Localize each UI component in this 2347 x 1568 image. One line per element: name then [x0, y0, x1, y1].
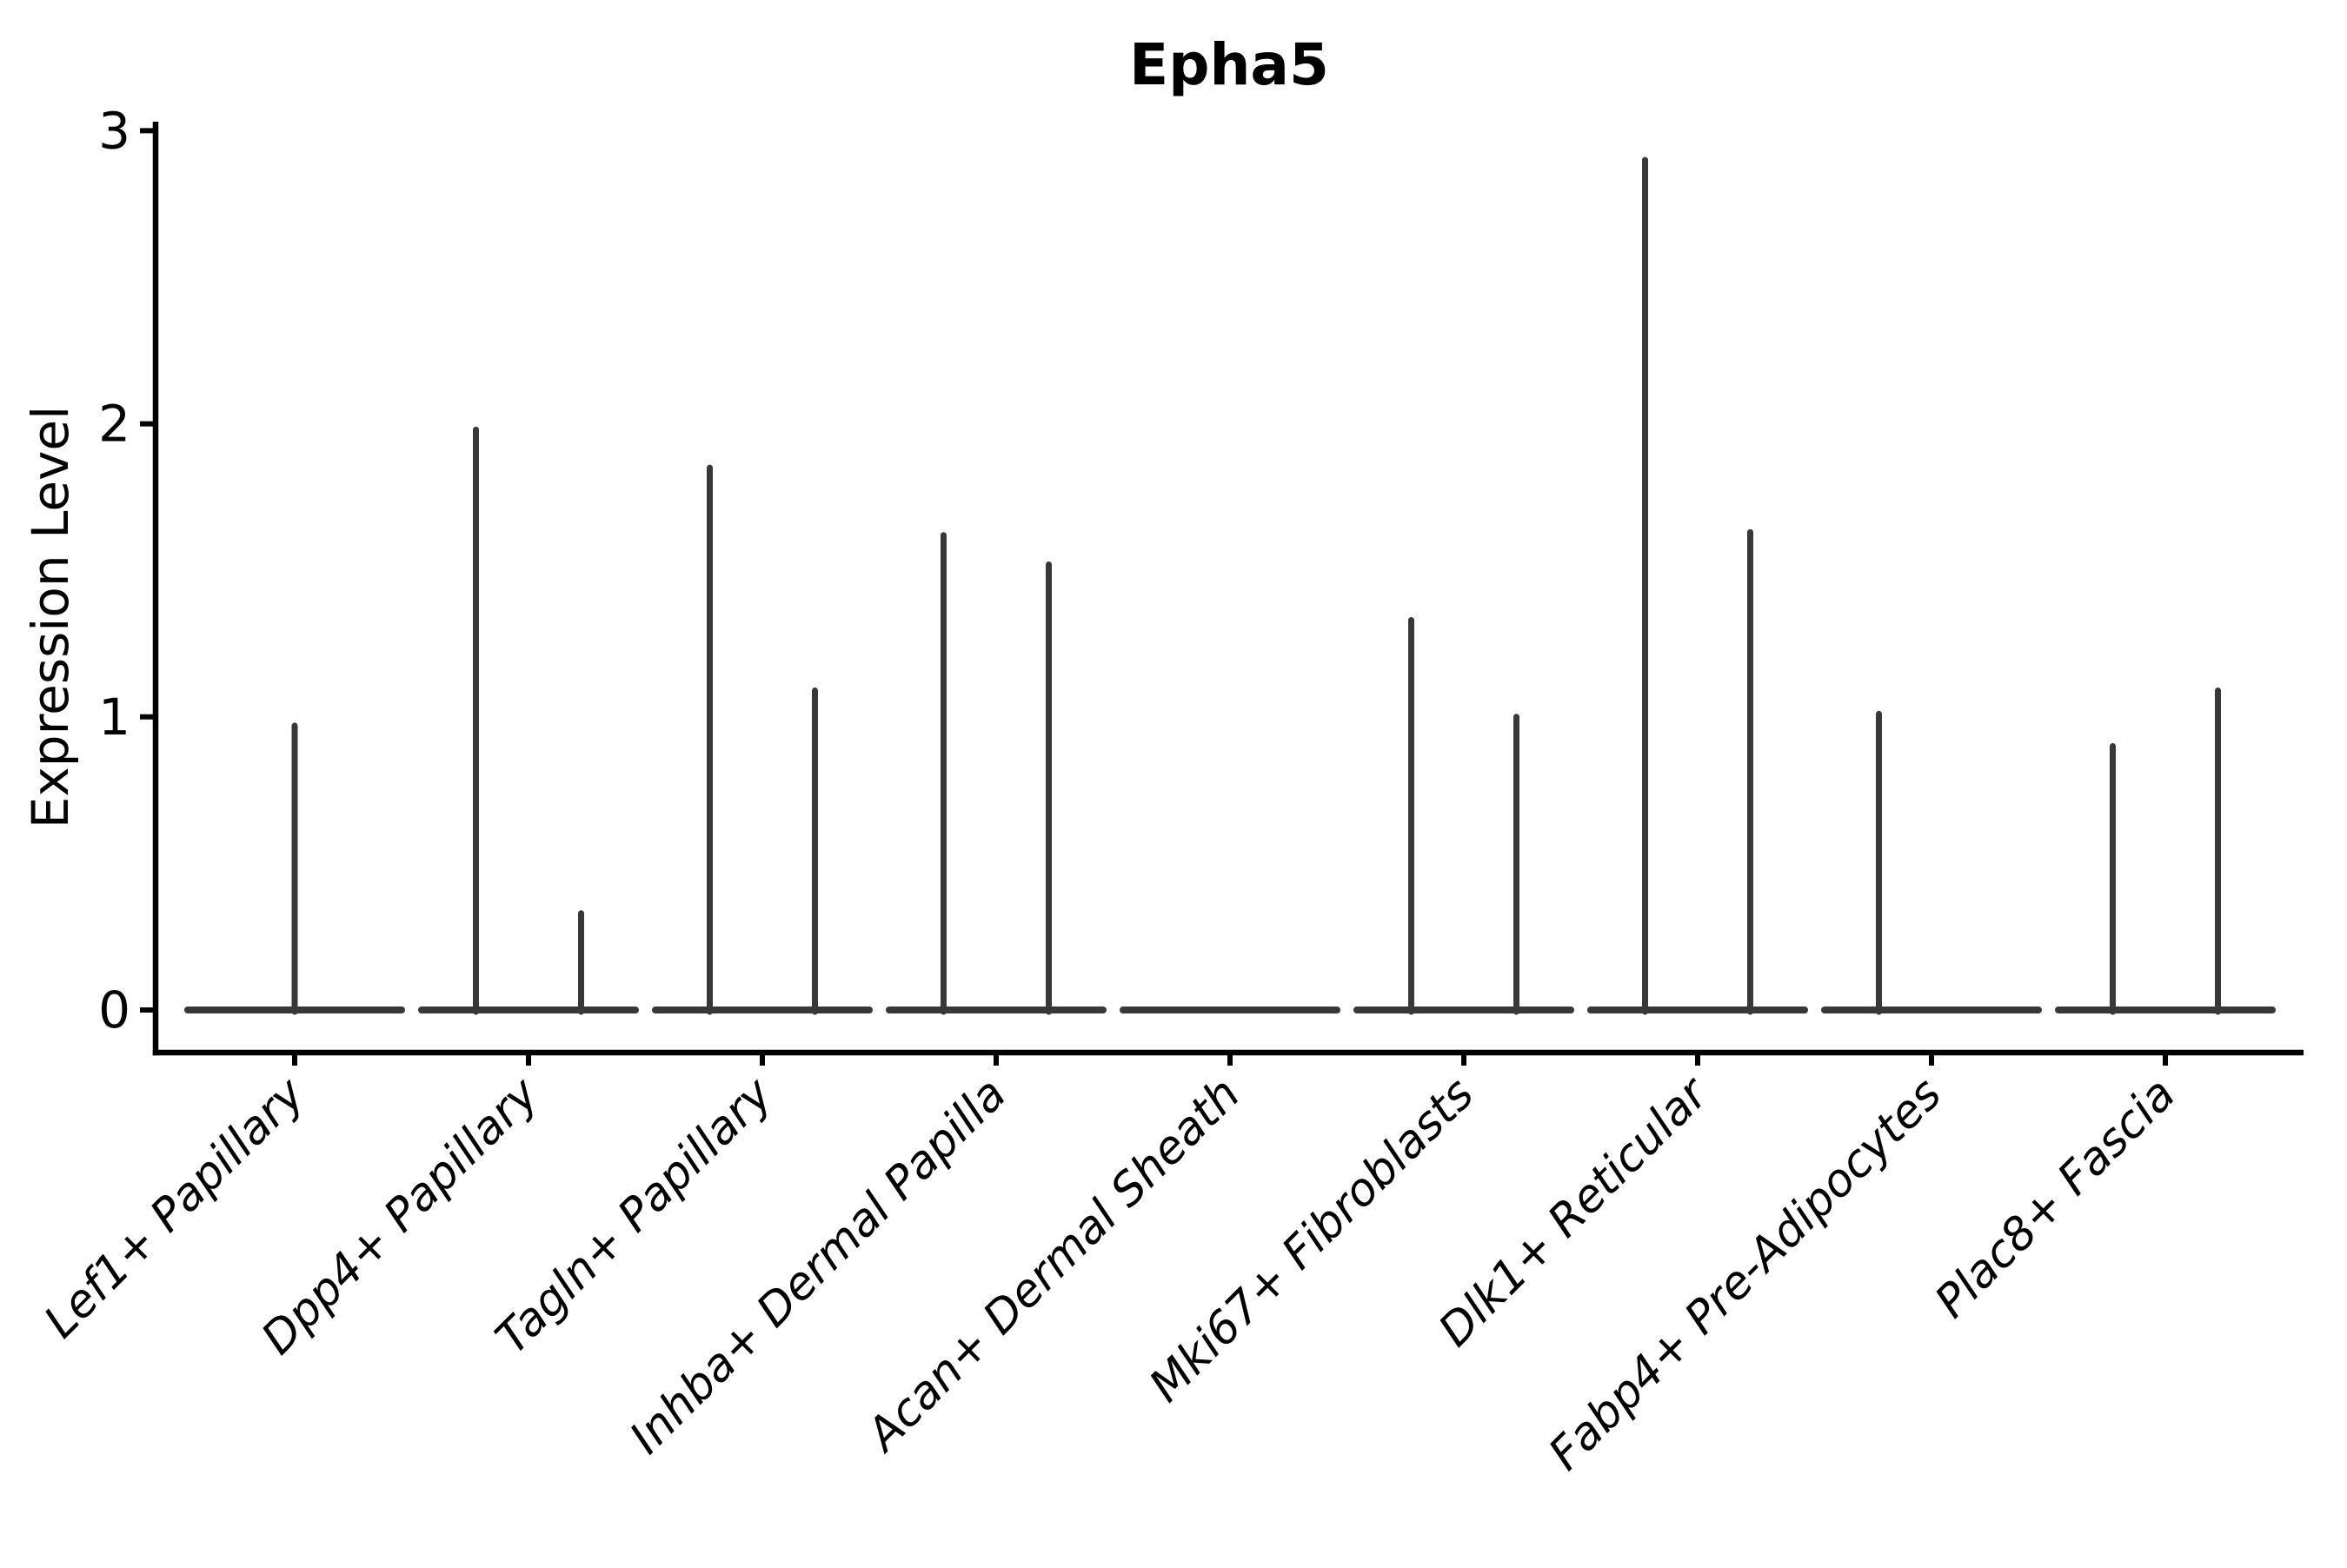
violin	[1821, 710, 2042, 1015]
x-tick-label: Inhba+ Dermal Papilla	[620, 1068, 1016, 1465]
violin	[418, 426, 639, 1015]
x-tick-label: Plac8+ Fascia	[1925, 1068, 2185, 1328]
x-tick-label: Fabp4+ Pre-Adipocytes	[1539, 1068, 1952, 1481]
violin	[2055, 687, 2276, 1015]
y-ticks-group: 0 1 2 3	[98, 101, 156, 1040]
plot-title: Epha5	[1129, 31, 1329, 98]
violin	[886, 532, 1107, 1015]
violin	[184, 722, 405, 1015]
violins-group	[184, 156, 2276, 1015]
x-tick-label: Acan+ Dermal Sheath	[855, 1068, 1250, 1463]
y-tick-label: 1	[98, 688, 130, 747]
violin	[1587, 156, 1808, 1015]
violin	[1353, 617, 1574, 1015]
y-tick-label: 3	[98, 101, 130, 160]
y-axis-label: Expression Level	[21, 406, 80, 828]
y-tick-label: 2	[98, 395, 130, 454]
violin	[652, 464, 873, 1015]
y-tick-label: 0	[98, 980, 130, 1040]
